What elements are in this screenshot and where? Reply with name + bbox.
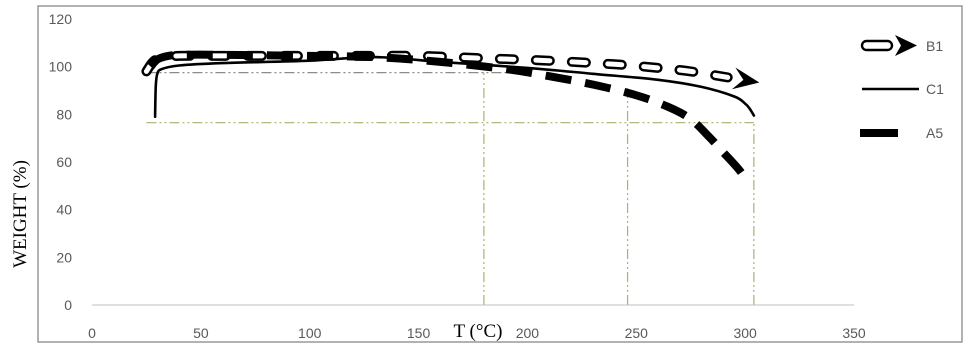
reference-lines <box>146 72 755 305</box>
legend-entry-c1: C1 <box>862 81 944 97</box>
legend-b1-label: B1 <box>926 38 943 54</box>
legend-c1-label: C1 <box>926 81 944 97</box>
x-tick-label: 250 <box>625 325 649 341</box>
x-axis-title: T (°C) <box>454 321 503 342</box>
series-layer <box>141 50 760 181</box>
y-tick-label: 80 <box>56 106 72 122</box>
y-tick-label: 40 <box>56 202 72 218</box>
series-a5 <box>147 50 749 181</box>
x-tick-label: 50 <box>193 325 209 341</box>
legend-a5-label: A5 <box>926 125 943 141</box>
legend: B1 C1 A5 <box>860 35 944 141</box>
series-b1-arrow-icon <box>731 67 760 90</box>
y-tick-label: 60 <box>56 154 72 170</box>
legend-b1-arrow-icon <box>895 35 917 56</box>
x-tick-label: 350 <box>842 325 866 341</box>
y-axis: 0 20 40 60 80 100 120 <box>49 11 73 313</box>
x-tick-label: 0 <box>88 325 96 341</box>
x-tick-label: 300 <box>733 325 757 341</box>
x-tick-label: 150 <box>407 325 431 341</box>
legend-entry-a5: A5 <box>860 125 943 141</box>
y-tick-label: 20 <box>56 249 72 265</box>
x-tick-label: 100 <box>298 325 322 341</box>
chart-border <box>37 5 963 343</box>
y-axis-title: WEIGHT (%) <box>10 160 31 268</box>
x-tick-label: 200 <box>516 325 540 341</box>
legend-entry-b1: B1 <box>860 35 943 56</box>
legend-b1-marker <box>860 39 894 52</box>
y-tick-label: 100 <box>49 59 73 75</box>
x-axis: 0 50 100 150 200 250 300 350 <box>88 304 866 341</box>
y-tick-label: 0 <box>64 297 72 313</box>
y-tick-label: 120 <box>49 11 73 27</box>
